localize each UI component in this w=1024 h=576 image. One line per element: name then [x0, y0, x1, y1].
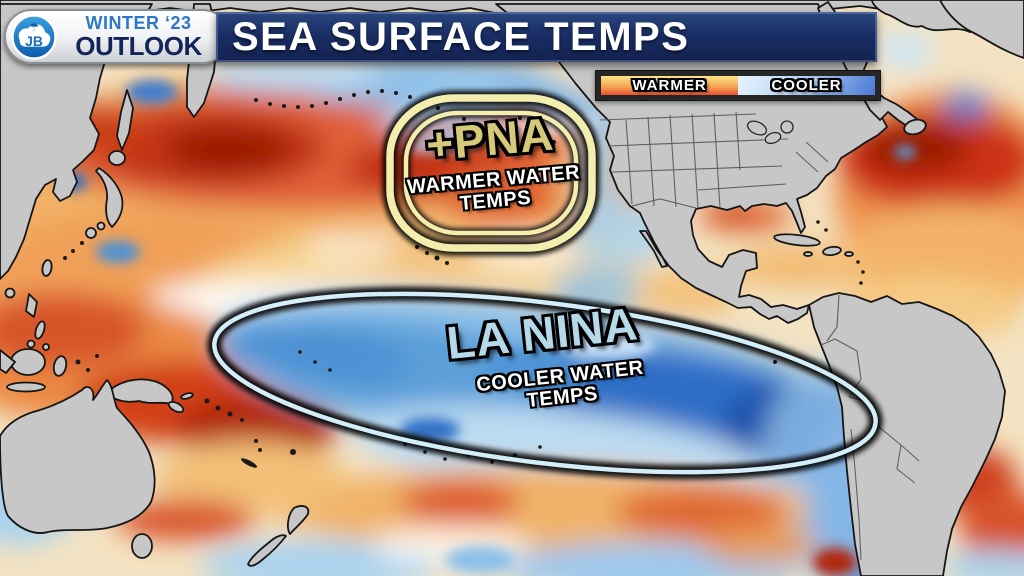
hispaniola — [822, 245, 842, 257]
legend-warmer-label: WARMER — [632, 77, 707, 94]
honshu — [95, 167, 124, 228]
hokkaido — [108, 150, 126, 166]
pna-ring — [382, 90, 600, 256]
sulawesi — [52, 355, 68, 377]
sakhalin — [116, 89, 134, 151]
brand-line2: OUTLOOK — [75, 31, 202, 61]
temperature-legend: WARMER COOLER — [595, 70, 881, 101]
northeast-land — [939, 0, 1024, 59]
pna-annotation: +PNA WARMER WATER TEMPS — [374, 102, 610, 221]
brand-text: WINTER ‘23 OUTLOOK — [59, 14, 228, 59]
newfoundland — [903, 118, 927, 136]
new-zealand-south — [247, 534, 287, 567]
page-title: SEA SURFACE TEMPS — [232, 14, 690, 59]
title-bar: SEA SURFACE TEMPS — [216, 12, 877, 62]
la-nina-ring — [207, 286, 883, 480]
hainan — [4, 287, 16, 299]
luzon — [25, 293, 38, 318]
cloud-icon — [18, 23, 51, 47]
new-zealand-north — [287, 505, 310, 535]
brand-line1: WINTER ‘23 — [85, 13, 192, 33]
great-lakes — [746, 120, 794, 145]
australia — [0, 379, 156, 534]
legend-cooler-swatch: COOLER — [738, 76, 875, 95]
umbrella-icon: ☂ — [29, 20, 39, 34]
jb-logo: ☂ JB — [11, 13, 57, 60]
java — [6, 381, 46, 393]
tasmania — [131, 533, 153, 559]
taiwan — [41, 259, 53, 277]
legend-cooler-label: COOLER — [771, 77, 842, 94]
brand-lockup: ☂ JB WINTER ‘23 OUTLOOK — [4, 9, 230, 64]
sumatra — [0, 349, 16, 374]
cuba — [773, 233, 821, 247]
legend-warmer-swatch: WARMER — [601, 76, 738, 95]
borneo — [10, 348, 46, 376]
jb-initials: JB — [25, 33, 43, 49]
